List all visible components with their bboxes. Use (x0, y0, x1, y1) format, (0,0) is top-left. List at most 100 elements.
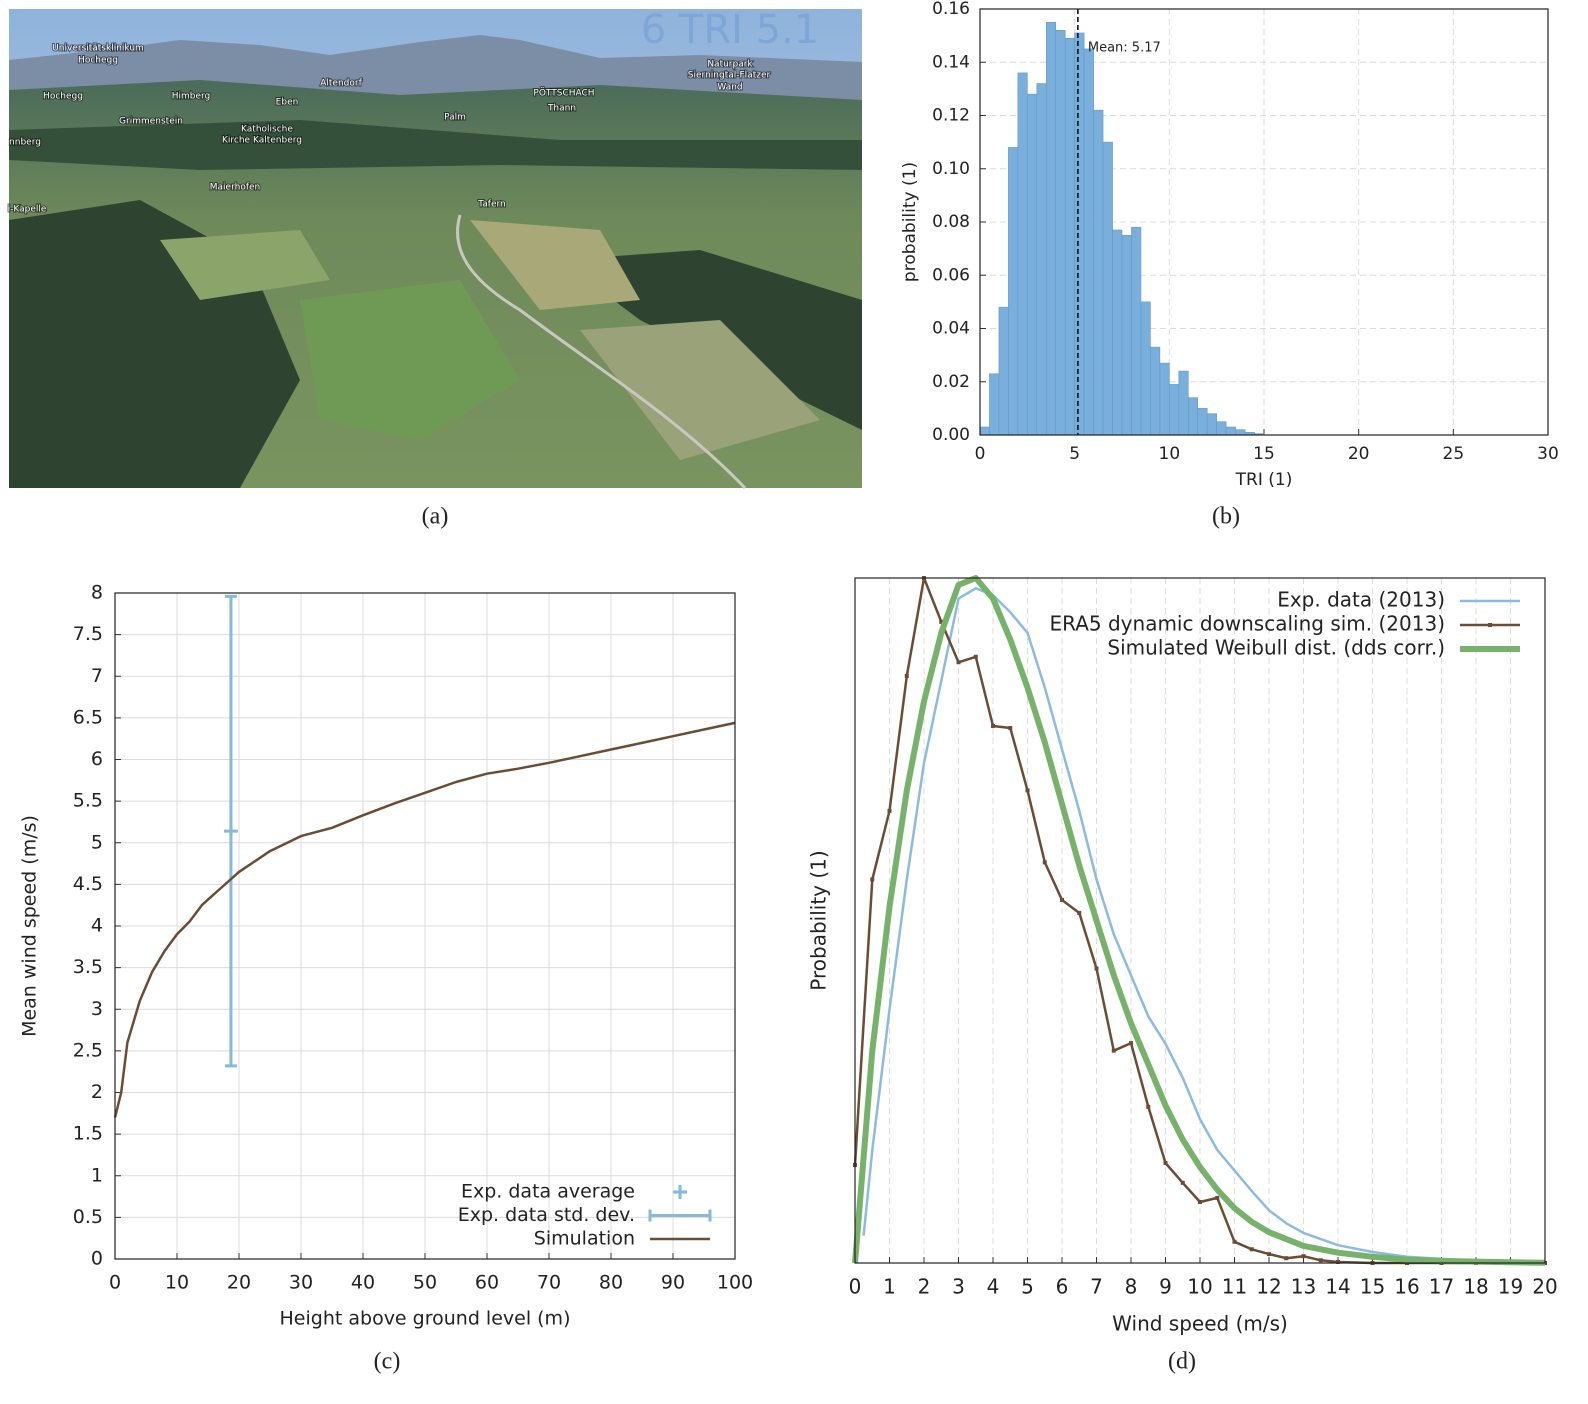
bar (1178, 370, 1189, 436)
y-tick-label: 1.5 (73, 1123, 103, 1145)
bar (1083, 48, 1094, 436)
bar (979, 426, 990, 436)
x-tick-label: 6 (1056, 1275, 1069, 1299)
x-tick-label: 0 (109, 1272, 121, 1294)
x-tick-label: 12 (1256, 1275, 1281, 1299)
point (904, 673, 909, 678)
x-tick-label: 1 (883, 1275, 896, 1299)
y-tick-label: 4.5 (73, 873, 103, 895)
x-tick-label: 5 (1021, 1275, 1034, 1299)
point (991, 723, 995, 728)
line (862, 587, 1546, 1264)
place-label: Kirche Kaltenberg (222, 136, 302, 146)
x-tick-label: 15 (1253, 444, 1275, 464)
place-label: Hochegg (43, 92, 83, 102)
photo-forest (9, 120, 862, 170)
y-tick-label: 4 (91, 915, 103, 937)
legend-label: Simulation (534, 1228, 635, 1250)
caption: (c) (374, 1349, 401, 1375)
chart-panel: 0 10 20 30 40 50 60 70 80 90 100 0 0.5 1 1.5 2 2.5 3 3.5 4 4… (19, 582, 754, 1375)
x-tick-label: 0 (975, 444, 986, 464)
point (870, 877, 875, 882)
y-tick-label: 0.04 (932, 319, 970, 339)
x-tick-label: 30 (289, 1272, 313, 1294)
bar (998, 306, 1009, 436)
y-tick-label: 7 (91, 665, 103, 687)
y-tick-label: 3.5 (73, 956, 103, 978)
photo-overlay: 6 TRI 5.1 (641, 7, 820, 53)
point (1008, 726, 1013, 731)
y-tick-label: 5.5 (73, 790, 103, 812)
x-axis-label: TRI (1) (1235, 470, 1293, 490)
point (1318, 1258, 1323, 1263)
point (1094, 966, 1099, 971)
y-tick-label: 0.16 (932, 0, 970, 19)
legend-label: Exp. data std. dev. (458, 1204, 635, 1226)
point (887, 808, 892, 813)
x-tick-label: 30 (1537, 444, 1559, 464)
point (1129, 1041, 1133, 1046)
bar (1159, 362, 1170, 436)
place-label: Palm (444, 113, 466, 123)
point (1267, 1252, 1271, 1257)
x-tick-label: 7 (1090, 1275, 1103, 1299)
bar (1197, 408, 1208, 436)
bar (1055, 29, 1066, 436)
x-tick-label: 40 (351, 1272, 375, 1294)
line (113, 721, 736, 1118)
bar (1206, 413, 1217, 436)
plot-frame (979, 8, 1549, 436)
x-tick-label: 15 (1360, 1275, 1385, 1299)
legend-label: Exp. data (2013) (1277, 588, 1445, 612)
caption: (a) (422, 504, 449, 530)
line (852, 575, 1546, 1266)
bar (1121, 235, 1132, 436)
plot-frame (114, 592, 736, 1260)
photo-road (456, 214, 747, 490)
place-label: Sierningtal-Flatzer (688, 71, 771, 81)
point (1198, 1200, 1202, 1205)
x-tick-label: 20 (227, 1272, 251, 1294)
x-tick-label: 20 (1348, 444, 1370, 464)
x-tick-label: 5 (1069, 444, 1080, 464)
x-axis-label: Height above ground level (m) (280, 1308, 571, 1330)
y-tick-label: 0.12 (932, 106, 970, 126)
x-tick-label: 60 (475, 1272, 499, 1294)
x-tick-label: 17 (1429, 1275, 1454, 1299)
bar (1102, 141, 1113, 436)
point (973, 654, 978, 659)
point (1146, 1104, 1151, 1109)
point (1163, 1160, 1168, 1165)
y-axis-label: Probability (1) (807, 850, 831, 990)
y-tick-label: 6.5 (73, 706, 103, 728)
place-label: Himberg (172, 92, 211, 102)
bar (1008, 147, 1019, 436)
y-tick-label: 7.5 (73, 623, 103, 645)
x-tick-label: 80 (599, 1272, 623, 1294)
legend-label: ERA5 dynamic downscaling sim. (2013) (1050, 612, 1446, 636)
photo-field (580, 320, 820, 460)
point (1060, 897, 1064, 902)
point (956, 660, 961, 665)
mean-label: Mean: 5.17 (1088, 41, 1161, 56)
x-tick-label: 9 (1159, 1275, 1172, 1299)
place-label: nnberg (9, 138, 41, 148)
x-tick-label: 11 (1222, 1275, 1247, 1299)
point (1301, 1254, 1306, 1259)
place-label: Hochegg (78, 56, 118, 66)
x-axis-label: Wind speed (m/s) (1112, 1312, 1288, 1336)
point (1232, 1239, 1237, 1244)
bar (1225, 426, 1236, 436)
x-tick-label: 70 (537, 1272, 561, 1294)
x-tick-label: 8 (1125, 1275, 1138, 1299)
legend-swatch (1488, 623, 1492, 627)
bar (1131, 227, 1142, 436)
place-label: PÖTTSCHACH (533, 88, 594, 99)
y-tick-label: 0.14 (932, 52, 970, 72)
bar (1074, 32, 1085, 436)
x-tick-label: 2 (918, 1275, 931, 1299)
bar (1045, 22, 1057, 436)
x-tick-label: 10 (1159, 444, 1181, 464)
y-tick-label: 0 (91, 1248, 103, 1270)
